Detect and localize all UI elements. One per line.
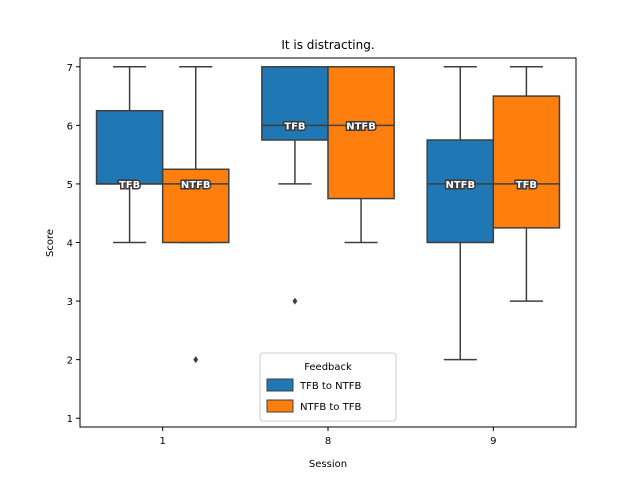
box-marks: TFB TFB NTFB NTFB NTFB TFB	[95, 66, 561, 364]
legend-entry: TFB to NTFB	[299, 381, 361, 392]
median-label: NTFB	[346, 121, 376, 132]
median-label: TFB	[119, 180, 140, 191]
chart-title: It is distracting.	[281, 38, 374, 52]
box-group: TFB	[95, 66, 164, 244]
x-axis-label: Session	[309, 459, 347, 470]
y-tick-label: 1	[67, 414, 73, 425]
median-label: TFB	[284, 121, 305, 132]
y-tick-label: 5	[67, 180, 73, 191]
y-tick-label: 3	[67, 297, 73, 308]
outlier-point	[193, 356, 199, 364]
legend-swatch	[266, 399, 294, 413]
legend-entry: NTFB to TFB	[300, 402, 361, 413]
axes: 1 2 3 4 5 6 7 1 8 9	[67, 57, 577, 447]
box-iqr	[161, 168, 230, 244]
x-tick-label: 1	[159, 436, 165, 447]
legend-swatch	[266, 378, 294, 392]
legend: Feedback TFB to NTFB NTFB to TFB	[259, 352, 397, 422]
outlier-point	[292, 297, 298, 305]
box-group: NTFB	[327, 66, 395, 244]
median-label: TFB	[516, 180, 537, 191]
box-group: TFB	[492, 66, 561, 302]
y-tick-label: 7	[67, 63, 73, 74]
median-label: NTFB	[445, 180, 475, 191]
x-tick-label: 8	[325, 436, 331, 447]
y-tick-label: 2	[67, 356, 73, 367]
box-iqr	[261, 66, 329, 141]
median-label: NTFB	[181, 180, 211, 191]
x-tick-label: 9	[490, 436, 496, 447]
legend-title: Feedback	[304, 362, 352, 373]
box-iqr	[426, 139, 495, 244]
legend-box	[259, 352, 397, 422]
y-tick-label: 6	[67, 121, 73, 132]
y-axis-label: Score	[45, 229, 56, 257]
box-group: NTFB	[426, 66, 495, 361]
box-iqr	[492, 95, 561, 229]
box-iqr	[95, 109, 164, 185]
box-group: NTFB	[161, 66, 230, 364]
box-iqr	[327, 66, 395, 200]
y-tick-label: 4	[67, 239, 73, 250]
box-group: TFB	[261, 66, 329, 305]
